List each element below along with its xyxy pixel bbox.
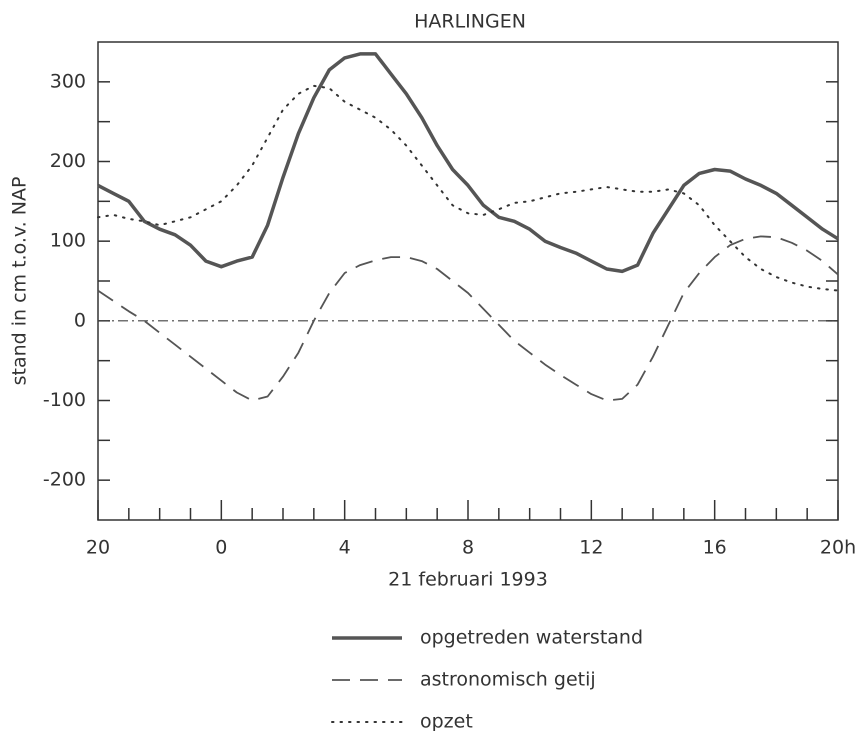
y-tick-label: 300 xyxy=(50,70,86,92)
x-tick-label: 16 xyxy=(703,537,727,559)
x-tick-label: 4 xyxy=(339,537,351,559)
y-tick-label: 200 xyxy=(50,150,86,172)
x-axis-label: 21 februari 1993 xyxy=(388,569,548,591)
x-tick-label: 8 xyxy=(462,537,474,559)
series-line xyxy=(97,235,839,402)
y-tick-label: -100 xyxy=(43,389,86,411)
x-tick-label: 12 xyxy=(579,537,603,559)
series-line xyxy=(97,84,839,292)
legend-label: opgetreden waterstand xyxy=(420,627,643,649)
x-tick-label: 0 xyxy=(215,537,227,559)
legend-label: opzet xyxy=(420,711,473,732)
x-tick-label: 20 xyxy=(86,537,110,559)
y-tick-label: 0 xyxy=(74,309,86,331)
legend-label: astronomisch getij xyxy=(420,669,596,691)
y-tick-label: -200 xyxy=(43,469,86,491)
y-tick-label: 100 xyxy=(50,230,86,252)
y-axis-label: stand in cm t.o.v. NAP xyxy=(9,177,31,386)
chart-title: HARLINGEN xyxy=(414,11,526,33)
plot-frame xyxy=(97,41,839,521)
series-line xyxy=(97,52,839,274)
x-tick-label: 20h xyxy=(820,537,856,559)
